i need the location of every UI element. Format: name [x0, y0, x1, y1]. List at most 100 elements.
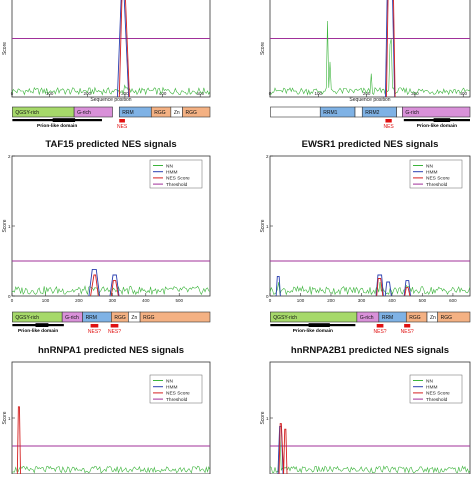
domain-segment — [182, 106, 211, 118]
y-tick-label: 1 — [266, 416, 269, 421]
hmm-peak-line — [275, 275, 281, 296]
legend-label: HMM — [166, 170, 177, 176]
legend-label: NN — [166, 378, 173, 384]
prion-domain-label: Prion-like domain — [37, 123, 77, 129]
legend-label: HMM — [166, 385, 177, 391]
plot-area — [270, 260, 470, 296]
nes-marker — [385, 119, 392, 123]
chart-title: TAF15 predicted NES signals — [45, 139, 176, 150]
nes-marker-label: NES? — [108, 329, 121, 335]
domain-segment — [354, 106, 363, 118]
domain-label: G-rich — [77, 110, 91, 116]
y-tick-label: 0 — [266, 294, 269, 299]
x-tick-label: 100 — [315, 91, 323, 96]
y-axis-label: Score — [2, 219, 8, 232]
y-tick-label: 2 — [8, 154, 11, 159]
x-tick-label: 300 — [358, 298, 366, 303]
x-tick-label: 200 — [327, 298, 335, 303]
domain-segment — [437, 311, 471, 323]
nes-marker — [404, 324, 411, 328]
domain-label: G-rich — [65, 315, 79, 321]
plot-area — [12, 0, 210, 97]
legend-box — [149, 374, 203, 404]
x-tick-label: 300 — [109, 298, 117, 303]
nes-marker-label: NES — [117, 124, 128, 130]
y-tick-label: 1 — [8, 416, 11, 421]
nes-marker — [90, 324, 99, 328]
x-tick-label: 400 — [142, 298, 150, 303]
domain-label: RRM2 — [365, 110, 379, 116]
domain-label: RGG — [441, 315, 453, 321]
prion-domain-label: Prion-like domain — [417, 123, 457, 129]
chart-title: hnRNPA1 predicted NES signals — [38, 345, 184, 356]
legend-label: Threshold — [166, 182, 188, 188]
y-axis-label: Score — [260, 42, 266, 55]
nes-marker-label: NES? — [401, 329, 414, 335]
plot-frame — [269, 0, 471, 98]
nes-score-peak-line — [376, 278, 384, 296]
nes-marker-label: NES? — [88, 329, 101, 335]
domain-label: RRM — [122, 110, 133, 116]
nes-score-peak-line — [283, 428, 288, 474]
hmm-peak-line — [385, 0, 396, 97]
nes-score-peak-line — [16, 406, 21, 474]
hmm-peak-line — [116, 0, 130, 97]
legend-label: NN — [426, 163, 433, 169]
x-tick-label: 100 — [46, 91, 54, 96]
hmm-peak-line — [109, 274, 120, 296]
legend-box — [409, 159, 463, 189]
domain-label: RGG — [409, 315, 421, 321]
x-tick-label: 200 — [363, 91, 371, 96]
domain-label: RRM — [86, 315, 97, 321]
legend-label: NES Score — [426, 391, 450, 397]
hmm-peak-line — [88, 268, 101, 296]
legend-box — [149, 159, 203, 189]
domain-segment — [396, 106, 403, 118]
nn-series-line — [270, 434, 470, 474]
domain-label: RGG — [143, 315, 155, 321]
legend-label: HMM — [426, 170, 437, 176]
legend-label: Threshold — [166, 397, 188, 403]
chart-ewsr1: EWSR1 predicted NES signals Score 0 1 2 0 100 2… — [260, 139, 471, 335]
nes-marker — [110, 324, 119, 328]
nes-score-peak-line — [90, 274, 99, 296]
y-axis-label: Score — [2, 42, 8, 55]
domain-bar: QGSY-rich G-rich RRM RGG Zn RGG Prion-like dom… — [12, 106, 211, 130]
nn-series-line — [12, 285, 210, 296]
legend-label: NES Score — [166, 391, 190, 397]
nes-score-peak-line — [404, 287, 411, 296]
chart-hnrnpa1: hnRNPA1 predicted NES signals Score 1 NNHMM… — [2, 345, 211, 475]
domain-label: RRM1 — [323, 110, 337, 116]
legend-label: NN — [166, 163, 173, 169]
nn-series-line — [12, 465, 210, 474]
legend-label: NN — [426, 378, 433, 384]
prion-domain-label: Prion-like domain — [18, 328, 58, 334]
domain-segment — [402, 106, 471, 118]
nes-marker-label: NES — [383, 124, 394, 130]
legend-box — [409, 374, 463, 404]
nes-score-peak-line — [385, 0, 396, 97]
hmm-peak-line — [375, 274, 384, 296]
x-tick-label: 200 — [75, 298, 83, 303]
prion-domain-core — [35, 323, 49, 327]
x-tick-label: 100 — [42, 298, 50, 303]
hmm-peak-line — [384, 281, 392, 296]
plot-area — [12, 406, 210, 474]
plot-frame — [11, 0, 211, 98]
x-axis-label: Sequence position — [90, 97, 131, 103]
nes-marker — [376, 324, 384, 328]
x-tick-label: 400 — [459, 91, 467, 96]
nes-marker-label: NES? — [374, 329, 387, 335]
x-tick-label: 0 — [269, 298, 272, 303]
domain-label: G-rich — [405, 110, 419, 116]
domain-segment — [73, 106, 113, 118]
y-axis-label: Score — [260, 411, 266, 424]
y-tick-label: 1 — [8, 224, 11, 229]
x-tick-label: 400 — [159, 91, 167, 96]
legend-label: NES Score — [426, 176, 450, 182]
